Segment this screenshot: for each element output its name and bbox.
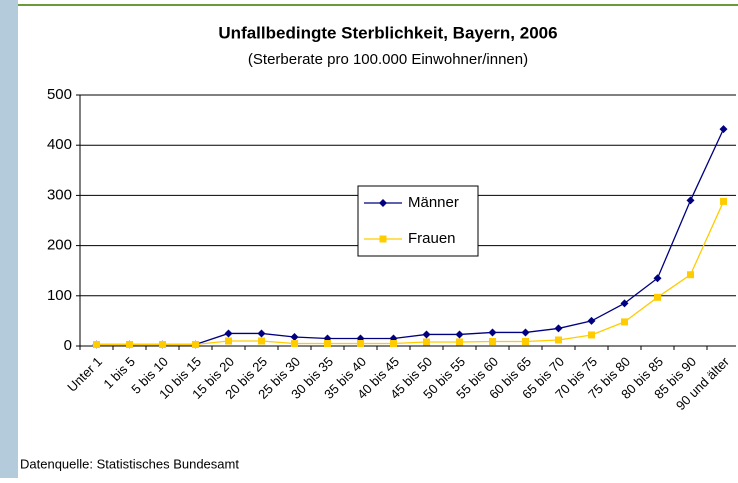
point xyxy=(522,337,529,345)
point xyxy=(257,329,266,338)
point xyxy=(719,125,728,134)
y-tick-label: 300 xyxy=(47,186,72,203)
point xyxy=(621,318,628,326)
point xyxy=(126,340,133,348)
point xyxy=(291,339,298,347)
point xyxy=(225,337,232,345)
point xyxy=(379,235,387,243)
point xyxy=(390,339,397,347)
legend-label: Männer xyxy=(408,194,459,211)
series-line xyxy=(96,128,725,346)
point xyxy=(686,196,695,205)
point xyxy=(357,339,364,347)
point xyxy=(653,274,662,283)
point xyxy=(93,340,100,348)
y-tick-label: 400 xyxy=(47,136,72,153)
point xyxy=(159,340,166,348)
point xyxy=(192,340,199,348)
legend-label: Frauen xyxy=(408,230,456,247)
chart-subtitle: (Sterberate pro 100.000 Einwohner/innen) xyxy=(248,51,528,68)
point xyxy=(521,328,530,337)
point xyxy=(379,199,387,207)
point xyxy=(324,339,331,347)
point xyxy=(587,316,596,325)
y-tick-label: 500 xyxy=(47,86,72,103)
point xyxy=(423,338,430,346)
y-tick-label: 200 xyxy=(47,237,72,254)
point xyxy=(687,271,694,279)
legend-box xyxy=(357,185,479,257)
series-line xyxy=(96,201,725,346)
point xyxy=(654,293,661,301)
y-tick-label: 0 xyxy=(64,337,72,354)
point xyxy=(620,299,629,308)
point xyxy=(720,197,727,205)
chart-title: Unfallbedingte Sterblichkeit, Bayern, 20… xyxy=(218,23,557,42)
side-strip xyxy=(0,0,18,478)
point xyxy=(488,328,497,337)
y-tick-label: 100 xyxy=(47,287,72,304)
point xyxy=(456,338,463,346)
point xyxy=(224,329,233,338)
point xyxy=(588,331,595,339)
point xyxy=(290,332,299,341)
point xyxy=(455,330,464,339)
source-note: Datenquelle: Statistisches Bundesamt xyxy=(20,456,239,471)
point xyxy=(258,337,265,345)
point xyxy=(555,336,562,344)
point xyxy=(489,337,496,345)
point xyxy=(554,324,563,333)
point xyxy=(422,330,431,339)
